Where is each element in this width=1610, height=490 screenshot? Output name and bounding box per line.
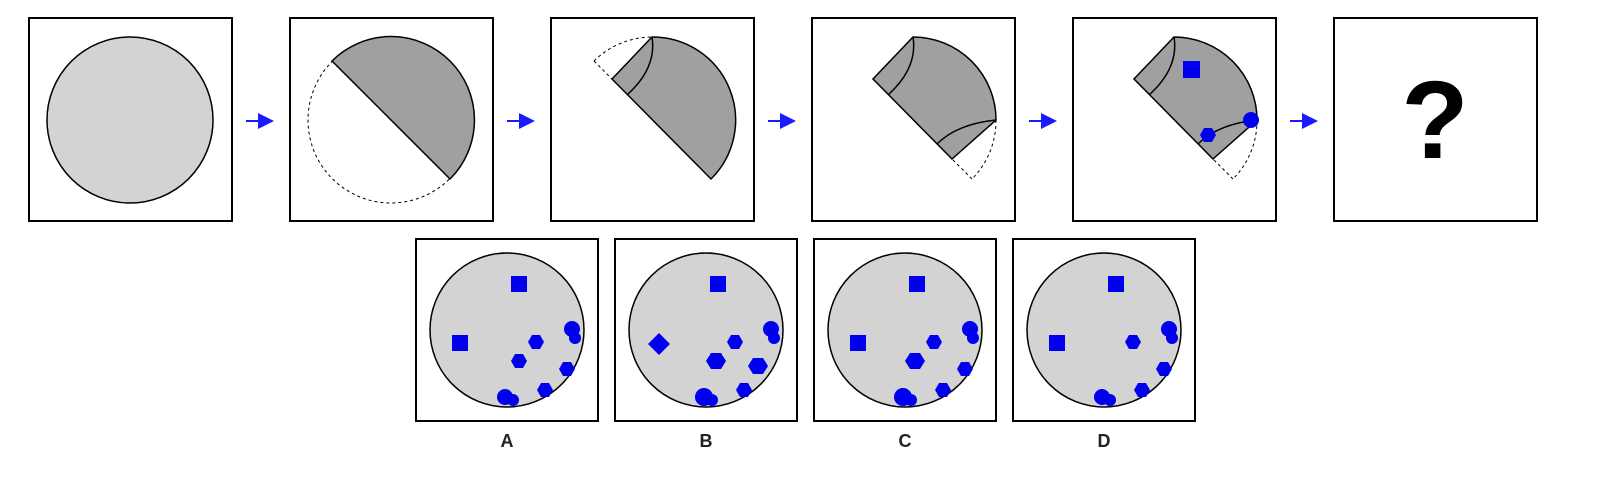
hexagon-hole — [957, 362, 973, 376]
square-hole — [1108, 276, 1124, 292]
circle-hole — [967, 332, 979, 344]
square-hole — [909, 276, 925, 292]
step-2-panel — [289, 17, 494, 222]
circle-hole — [507, 394, 519, 406]
unfolded-circle — [628, 252, 784, 408]
folded-outline — [593, 60, 613, 80]
hexagon-hole — [736, 383, 752, 397]
folded-outline — [1232, 119, 1258, 180]
folded-paper — [610, 36, 737, 181]
fold-crease — [626, 36, 654, 96]
folded-paper — [871, 36, 997, 161]
circle-hole — [768, 332, 780, 344]
fold-crease — [936, 119, 997, 145]
square-hole — [850, 335, 866, 351]
hexagon-hole — [511, 354, 527, 368]
unfolded-circle — [1026, 252, 1182, 408]
panel-frame — [1333, 17, 1538, 222]
square-hole — [710, 276, 726, 292]
step-4-panel — [811, 17, 1016, 222]
square-hole — [452, 335, 468, 351]
option-d[interactable]: D — [1012, 238, 1196, 451]
step-5-panel — [1072, 17, 1277, 222]
hexagon-hole — [727, 335, 743, 349]
step-3-panel — [550, 17, 755, 222]
question-mark: ? — [1401, 59, 1468, 182]
folded-half — [330, 35, 476, 181]
option-label: C — [899, 431, 912, 451]
folded-outline — [951, 158, 973, 180]
circle-hole — [1243, 112, 1259, 128]
hexagon-hole — [528, 335, 544, 349]
unfolded-circle — [827, 252, 983, 408]
fold-crease — [1148, 36, 1176, 96]
option-c[interactable]: C — [813, 238, 997, 451]
diamond-hole — [648, 333, 670, 355]
folded-outline — [593, 36, 653, 62]
circle-hole — [905, 394, 917, 406]
square-hole — [511, 276, 527, 292]
hexagon-hole — [926, 335, 942, 349]
hexagon-hole — [905, 353, 925, 369]
hexagon-hole — [748, 358, 768, 374]
square-hole — [1049, 335, 1065, 351]
square-hole — [1183, 61, 1200, 78]
circle-hole — [569, 332, 581, 344]
hexagon-hole — [1200, 128, 1216, 142]
hexagon-hole — [1156, 362, 1172, 376]
hexagon-hole — [706, 353, 726, 369]
option-label: A — [501, 431, 514, 451]
fold-crease — [887, 36, 915, 96]
option-a[interactable]: A — [415, 238, 599, 451]
hexagon-hole — [1134, 383, 1150, 397]
circle-hole — [1104, 394, 1116, 406]
option-label: B — [700, 431, 713, 451]
hexagon-hole — [559, 362, 575, 376]
unfolded-circle — [429, 252, 585, 408]
folded-outline — [1212, 158, 1234, 180]
step-1-panel — [28, 17, 233, 222]
option-b[interactable]: B — [614, 238, 798, 451]
option-label: D — [1098, 431, 1111, 451]
circle-hole — [1166, 332, 1178, 344]
folded-outline — [971, 119, 997, 180]
answer-panel: ? — [1333, 17, 1538, 222]
hexagon-hole — [935, 383, 951, 397]
hexagon-hole — [537, 383, 553, 397]
circle-hole — [706, 394, 718, 406]
paper-circle — [46, 36, 214, 204]
hexagon-hole — [1125, 335, 1141, 349]
